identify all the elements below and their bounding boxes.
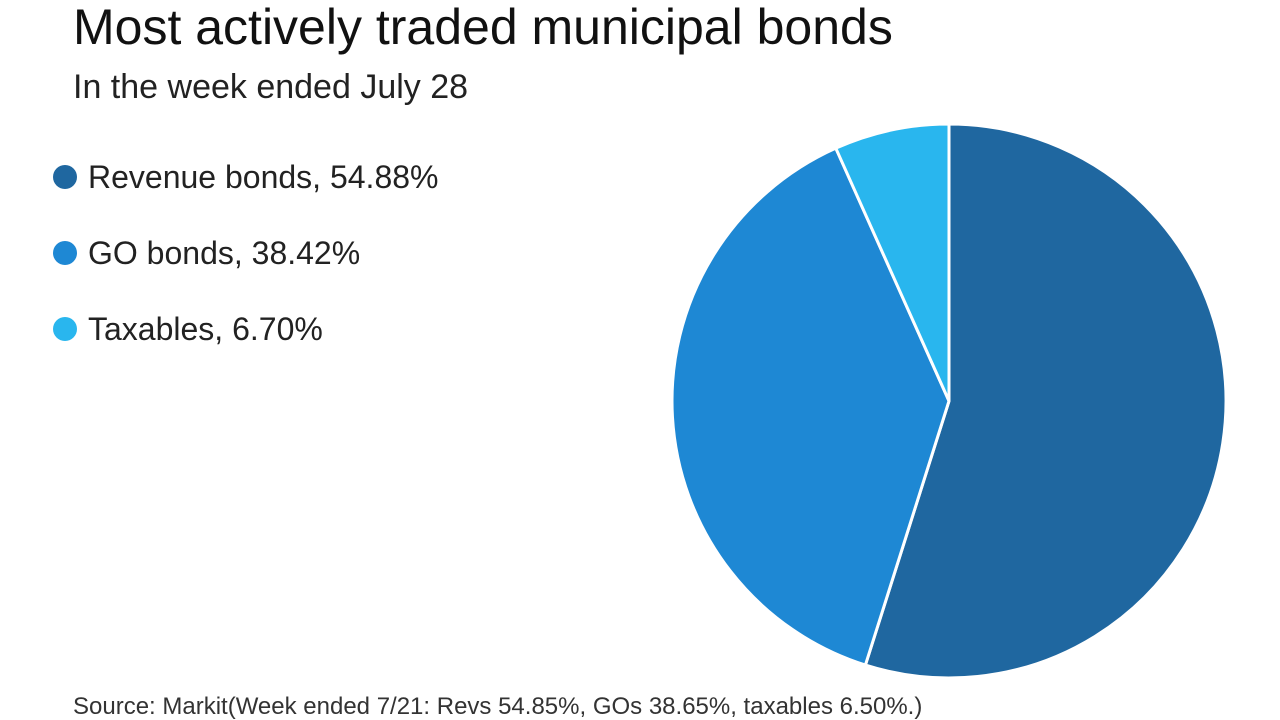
source-note: Source: Markit(Week ended 7/21: Revs 54.… <box>73 693 922 720</box>
legend-label: Taxables, 6.70% <box>88 311 323 347</box>
legend-label: Revenue bonds, 54.88% <box>88 159 438 195</box>
pie-slice <box>670 146 951 667</box>
chart-title: Most actively traded municipal bonds <box>73 0 893 55</box>
pie-slice <box>833 122 951 402</box>
legend-label: GO bonds, 38.42% <box>88 235 360 271</box>
legend-swatch <box>53 317 77 341</box>
pie-slice <box>863 122 1228 680</box>
chart-subtitle: In the week ended July 28 <box>73 68 468 106</box>
legend-swatch <box>53 241 77 265</box>
legend-swatch <box>53 165 77 189</box>
